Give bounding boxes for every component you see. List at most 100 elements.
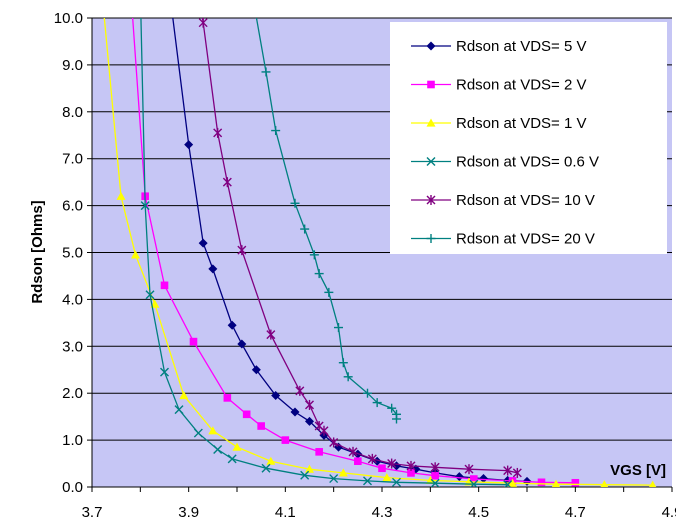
data-point bbox=[551, 479, 561, 487]
data-point bbox=[198, 238, 208, 248]
data-point bbox=[512, 467, 522, 478]
data-point bbox=[600, 480, 609, 487]
data-point bbox=[290, 198, 300, 208]
data-point bbox=[338, 468, 348, 477]
x-tick-label: 4.3 bbox=[372, 504, 393, 521]
data-point bbox=[426, 118, 436, 127]
data-point bbox=[431, 471, 439, 480]
legend-item: Rdson at VDS= 0.6 V bbox=[411, 154, 599, 171]
data-point bbox=[314, 269, 324, 279]
x-tick-labels: 3.7 3.9 4.1 4.3 4.5 4.7 4.9 bbox=[82, 487, 676, 521]
data-point bbox=[426, 195, 436, 205]
data-point bbox=[189, 337, 198, 346]
data-point bbox=[426, 157, 436, 166]
y-tick-label: 7.0 bbox=[62, 151, 83, 168]
legend-item: Rdson at VDS= 5 V bbox=[411, 38, 587, 55]
y-axis-title: Rdson [Ohms] bbox=[29, 200, 46, 303]
data-point bbox=[464, 464, 474, 475]
data-point bbox=[266, 329, 276, 340]
legend-label: Rdson at VDS= 5 V bbox=[456, 38, 587, 55]
data-point bbox=[257, 422, 265, 430]
data-point bbox=[363, 388, 372, 398]
y-tick-label: 6.0 bbox=[62, 198, 83, 215]
data-point bbox=[649, 480, 657, 487]
data-point bbox=[343, 372, 353, 382]
data-point bbox=[329, 437, 339, 448]
series-5 bbox=[198, 18, 522, 478]
series-line bbox=[140, 18, 508, 486]
data-point bbox=[160, 281, 169, 290]
series-group bbox=[103, 18, 657, 487]
y-tick-label: 9.0 bbox=[62, 57, 83, 74]
data-point bbox=[571, 478, 580, 487]
data-point bbox=[426, 234, 436, 243]
y-tick-label: 1.0 bbox=[62, 432, 83, 449]
data-point bbox=[174, 405, 184, 415]
data-point bbox=[372, 398, 382, 408]
data-point bbox=[266, 456, 276, 465]
data-point bbox=[237, 339, 247, 349]
data-point bbox=[261, 67, 271, 77]
data-point bbox=[324, 287, 334, 297]
data-point bbox=[537, 478, 546, 487]
data-point bbox=[116, 191, 126, 200]
data-point bbox=[454, 472, 464, 482]
series-6 bbox=[255, 18, 401, 424]
data-point bbox=[427, 80, 435, 89]
legend-item: Rdson at VDS= 10 V bbox=[411, 192, 595, 209]
data-point bbox=[425, 475, 435, 485]
data-point bbox=[315, 448, 323, 456]
data-point bbox=[430, 478, 440, 487]
data-point bbox=[363, 476, 372, 486]
legend-label: Rdson at VDS= 0.6 V bbox=[456, 154, 599, 171]
series-line bbox=[255, 18, 398, 419]
legend-label: Rdson at VDS= 1 V bbox=[456, 115, 587, 132]
data-point bbox=[290, 407, 300, 417]
data-point bbox=[479, 474, 488, 484]
legend-box bbox=[390, 22, 667, 254]
x-axis-title: VGS [V] bbox=[610, 462, 666, 479]
data-point bbox=[271, 391, 281, 401]
legend: Rdson at VDS= 5 V Rdson at VDS= 2 V Rdson … bbox=[390, 22, 667, 254]
x-tick-label: 4.9 bbox=[662, 504, 676, 521]
data-point bbox=[382, 473, 392, 482]
data-point bbox=[392, 477, 401, 487]
data-point bbox=[508, 478, 517, 487]
data-point bbox=[160, 367, 169, 377]
data-point bbox=[300, 224, 310, 234]
data-point bbox=[208, 426, 218, 435]
legend-label: Rdson at VDS= 20 V bbox=[456, 231, 595, 248]
data-point bbox=[193, 428, 203, 438]
y-tick-label: 5.0 bbox=[62, 245, 83, 262]
data-point bbox=[281, 436, 290, 444]
legend-label: Rdson at VDS= 2 V bbox=[456, 77, 587, 94]
legend-label: Rdson at VDS= 10 V bbox=[456, 192, 595, 209]
data-point bbox=[378, 464, 386, 473]
data-point bbox=[319, 425, 329, 436]
data-point bbox=[261, 463, 271, 473]
data-point bbox=[179, 391, 189, 400]
y-tick-label: 2.0 bbox=[62, 385, 83, 402]
data-point bbox=[334, 323, 343, 333]
data-point bbox=[145, 290, 155, 300]
data-point bbox=[222, 177, 232, 188]
data-point bbox=[213, 444, 223, 454]
data-point bbox=[232, 442, 242, 451]
x-tick-label: 4.5 bbox=[468, 504, 489, 521]
data-point bbox=[227, 320, 237, 330]
data-point bbox=[213, 127, 223, 138]
x-tick-label: 4.1 bbox=[275, 504, 296, 521]
data-point bbox=[242, 410, 251, 419]
legend-item: Rdson at VDS= 1 V bbox=[411, 115, 587, 132]
data-point bbox=[227, 454, 237, 464]
data-point bbox=[140, 201, 150, 211]
y-tick-label: 0.0 bbox=[62, 479, 83, 496]
data-point bbox=[295, 385, 305, 396]
legend-item: Rdson at VDS= 2 V bbox=[411, 77, 587, 94]
data-point bbox=[223, 394, 232, 402]
series-3 bbox=[103, 18, 657, 487]
data-point bbox=[387, 403, 397, 413]
data-point bbox=[251, 365, 261, 375]
data-point bbox=[305, 416, 314, 426]
data-point bbox=[208, 264, 218, 274]
